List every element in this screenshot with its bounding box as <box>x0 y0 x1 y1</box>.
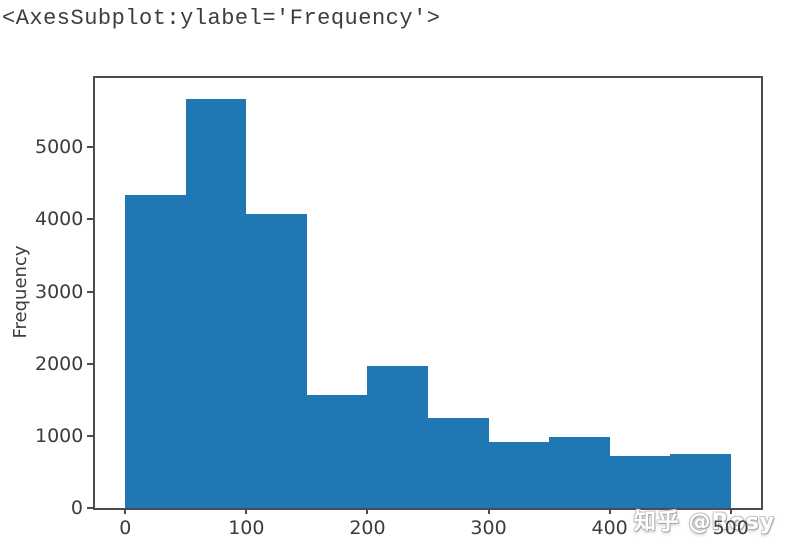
x-tick-label: 400 <box>591 517 628 539</box>
y-tick-label: 4000 <box>35 208 84 231</box>
x-tick-mark <box>124 508 127 514</box>
y-tick-mark <box>87 290 93 293</box>
x-tick-mark <box>366 508 369 514</box>
y-tick-label: 0 <box>70 497 83 519</box>
y-tick-mark <box>87 434 93 437</box>
x-tick-label: 300 <box>470 517 507 539</box>
y-tick-label: 5000 <box>35 136 84 159</box>
x-tick-mark <box>729 508 732 514</box>
x-tick-label: 100 <box>228 517 265 539</box>
x-tick-label: 0 <box>119 517 132 539</box>
watermark-text: 知乎 @Rosy <box>634 510 776 535</box>
histogram-bar <box>549 436 610 508</box>
y-tick-mark <box>87 362 93 365</box>
y-axis-label: Frequency <box>10 245 31 339</box>
y-tick-mark <box>87 507 93 509</box>
x-tick-mark <box>608 508 611 514</box>
histogram-bar <box>306 395 368 508</box>
x-tick-label: 500 <box>712 517 749 539</box>
histogram-bar <box>609 456 671 508</box>
x-tick-mark <box>245 508 248 514</box>
histogram-bar <box>125 194 186 508</box>
histogram-bar <box>428 417 489 508</box>
histogram-bar <box>670 453 731 508</box>
histogram-bar <box>246 214 307 508</box>
histogram-bar <box>185 98 247 508</box>
y-tick-label: 3000 <box>35 280 84 303</box>
histogram-bar <box>367 365 428 508</box>
y-tick-label: 2000 <box>35 352 84 375</box>
histogram-bar <box>488 442 550 508</box>
y-tick-mark <box>87 218 93 221</box>
y-tick-label: 1000 <box>35 424 84 447</box>
x-tick-label: 200 <box>349 517 386 539</box>
x-tick-mark <box>487 508 490 514</box>
axes-repr-text: <AxesSubplot:ylabel='Frequency'> <box>2 6 441 31</box>
y-tick-mark <box>87 146 93 149</box>
plot-area <box>93 76 763 510</box>
